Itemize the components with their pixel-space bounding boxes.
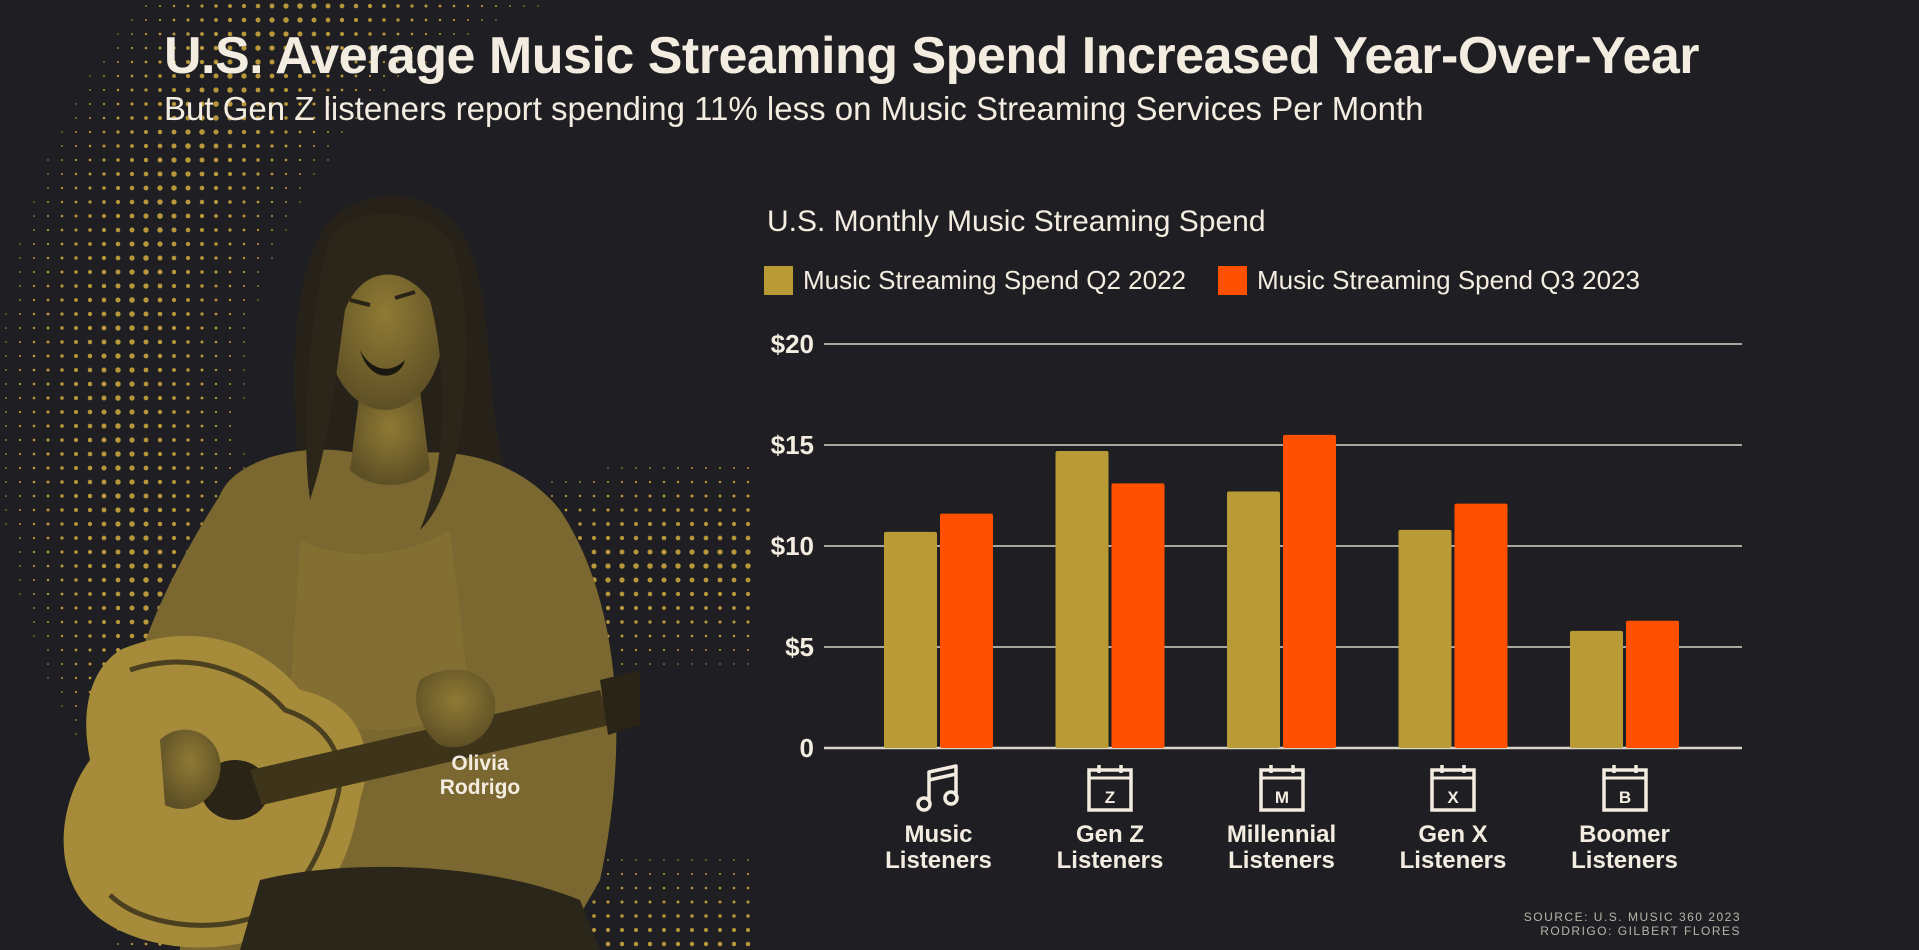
legend-label-q3-2023: Music Streaming Spend Q3 2023 <box>1257 264 1640 295</box>
category-label: Millennial Listeners <box>1226 821 1337 874</box>
svg-text:B: B <box>1618 788 1630 807</box>
page-subtitle: But Gen Z listeners report spending 11% … <box>164 90 1424 127</box>
legend-item-q2-2022: Music Streaming Spend Q2 2022 <box>764 265 1186 295</box>
category-label: Music Listeners <box>885 821 992 874</box>
bar-q3-2023-2 <box>1283 434 1336 748</box>
category-label: Gen Z Listeners <box>1056 821 1164 874</box>
calendar-b-icon: B <box>1601 765 1648 812</box>
calendar-z-icon: Z <box>1087 765 1133 812</box>
performer-photo <box>63 196 640 950</box>
legend-label-q2-2022: Music Streaming Spend Q2 2022 <box>803 264 1186 295</box>
bar-q2-2022-4 <box>1570 630 1623 748</box>
bar-q2-2022-3 <box>1398 529 1452 748</box>
calendar-x-icon: X <box>1430 765 1476 812</box>
y-tick-label: 0 <box>800 733 814 763</box>
bar-q3-2023-1 <box>1111 483 1165 748</box>
bar-q2-2022-0 <box>884 531 937 748</box>
music-note-icon <box>915 764 959 812</box>
category-label: Boomer Listeners <box>1571 821 1678 874</box>
legend-swatch-q3-2023 <box>1218 265 1247 295</box>
chart-title: U.S. Monthly Music Streaming Spend <box>767 205 1266 238</box>
calendar-m-icon: M <box>1258 765 1305 812</box>
page-title: U.S. Average Music Streaming Spend Incre… <box>164 27 1700 85</box>
bar-q3-2023-3 <box>1454 503 1508 748</box>
y-tick-label: $5 <box>785 632 814 662</box>
legend-item-q3-2023: Music Streaming Spend Q3 2023 <box>1218 265 1640 295</box>
source-note: SOURCE: U.S. MUSIC 360 2023 RODRIGO: GIL… <box>1523 910 1741 938</box>
bar-q3-2023-4 <box>1626 620 1679 748</box>
svg-text:M: M <box>1274 788 1288 807</box>
y-tick-label: $10 <box>771 531 814 561</box>
bar-q2-2022-1 <box>1055 451 1109 748</box>
svg-text:X: X <box>1447 788 1459 807</box>
photo-caption: Olivia Rodrigo <box>439 752 521 799</box>
svg-text:Z: Z <box>1105 788 1115 807</box>
legend-swatch-q2-2022 <box>764 265 793 295</box>
category-label: Gen X Listeners <box>1399 821 1507 874</box>
bar-q2-2022-2 <box>1227 491 1280 748</box>
y-tick-label: $15 <box>771 430 814 460</box>
y-tick-label: $20 <box>771 329 814 359</box>
bar-q3-2023-0 <box>940 513 993 748</box>
